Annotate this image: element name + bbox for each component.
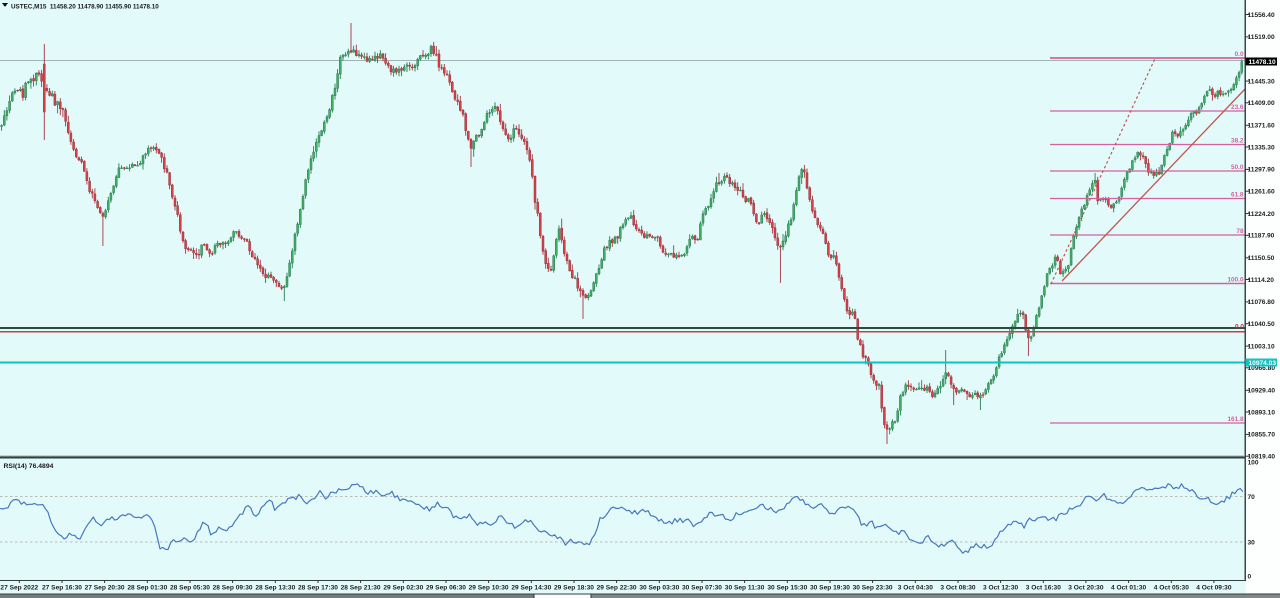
svg-text:100.0: 100.0 <box>1228 277 1244 284</box>
svg-text:27 Sep 16:30: 27 Sep 16:30 <box>42 585 82 592</box>
svg-text:11519.00: 11519.00 <box>1248 34 1275 41</box>
svg-text:10966.80: 10966.80 <box>1248 365 1276 372</box>
svg-text:11335.30: 11335.30 <box>1248 144 1275 151</box>
svg-text:10974.03: 10974.03 <box>1249 360 1277 367</box>
svg-text:161.8: 161.8 <box>1228 416 1244 423</box>
svg-text:28 Sep 01:30: 28 Sep 01:30 <box>127 585 167 592</box>
svg-text:0: 0 <box>1248 574 1252 581</box>
svg-text:28 Sep 09:30: 28 Sep 09:30 <box>213 585 253 592</box>
svg-text:11478.10: 11478.10 <box>1249 59 1276 66</box>
svg-text:10929.40: 10929.40 <box>1248 388 1276 395</box>
svg-text:29 Sep 14:30: 29 Sep 14:30 <box>511 585 551 592</box>
svg-text:4 Oct 09:30: 4 Oct 09:30 <box>1196 585 1232 592</box>
svg-text:29 Sep 10:30: 29 Sep 10:30 <box>469 585 509 592</box>
svg-text:11076.80: 11076.80 <box>1248 299 1275 306</box>
svg-text:10855.70: 10855.70 <box>1248 432 1276 439</box>
svg-text:3 Oct 20:30: 3 Oct 20:30 <box>1068 585 1104 592</box>
svg-text:28 Sep 05:30: 28 Sep 05:30 <box>170 585 210 592</box>
svg-text:29 Sep 18:30: 29 Sep 18:30 <box>554 585 594 592</box>
svg-text:11224.20: 11224.20 <box>1248 211 1275 218</box>
svg-text:23.6: 23.6 <box>1231 104 1244 111</box>
svg-text:29 Sep 06:30: 29 Sep 06:30 <box>426 585 466 592</box>
svg-text:11261.60: 11261.60 <box>1248 189 1275 196</box>
svg-text:30 Sep 03:30: 30 Sep 03:30 <box>639 585 679 592</box>
svg-text:USTEC,M15 11458.20 11478.90 1: USTEC,M15 11458.20 11478.90 11455.90 114… <box>11 4 159 11</box>
svg-text:28 Sep 17:30: 28 Sep 17:30 <box>298 585 338 592</box>
svg-text:RSI(14) 76.4894: RSI(14) 76.4894 <box>4 463 54 470</box>
svg-text:30 Sep 23:30: 30 Sep 23:30 <box>853 585 893 592</box>
svg-text:29 Sep 02:30: 29 Sep 02:30 <box>383 585 423 592</box>
svg-text:30 Sep 07:30: 30 Sep 07:30 <box>682 585 722 592</box>
svg-text:3 Oct 16:30: 3 Oct 16:30 <box>1026 585 1062 592</box>
svg-text:38.2: 38.2 <box>1231 138 1244 145</box>
svg-text:3 Oct 08:30: 3 Oct 08:30 <box>940 585 976 592</box>
svg-text:30 Sep 19:30: 30 Sep 19:30 <box>810 585 850 592</box>
svg-text:11114.20: 11114.20 <box>1248 277 1275 284</box>
svg-text:4 Oct 05:30: 4 Oct 05:30 <box>1154 585 1190 592</box>
svg-text:29 Sep 22:30: 29 Sep 22:30 <box>597 585 637 592</box>
svg-text:28 Sep 21:30: 28 Sep 21:30 <box>341 585 381 592</box>
svg-text:27 Sep 2022: 27 Sep 2022 <box>0 585 38 592</box>
svg-text:30 Sep 15:30: 30 Sep 15:30 <box>767 585 807 592</box>
svg-text:11187.90: 11187.90 <box>1248 233 1275 240</box>
svg-text:11445.30: 11445.30 <box>1248 78 1275 85</box>
svg-text:3 Oct 12:30: 3 Oct 12:30 <box>983 585 1019 592</box>
svg-text:27 Sep 20:30: 27 Sep 20:30 <box>85 585 125 592</box>
svg-text:70: 70 <box>1248 494 1256 501</box>
svg-text:11409.00: 11409.00 <box>1248 100 1275 107</box>
svg-text:78: 78 <box>1236 228 1244 235</box>
svg-text:11556.40: 11556.40 <box>1248 12 1275 19</box>
svg-text:11040.50: 11040.50 <box>1248 321 1275 328</box>
svg-text:11297.90: 11297.90 <box>1248 167 1275 174</box>
svg-text:10819.40: 10819.40 <box>1248 454 1276 461</box>
svg-text:28 Sep 13:30: 28 Sep 13:30 <box>255 585 295 592</box>
svg-text:30 Sep 11:30: 30 Sep 11:30 <box>725 585 765 592</box>
svg-text:0.0: 0.0 <box>1235 51 1244 58</box>
svg-text:4 Oct 01:30: 4 Oct 01:30 <box>1111 585 1147 592</box>
svg-text:11371.60: 11371.60 <box>1248 123 1275 130</box>
svg-text:3 Oct 04:30: 3 Oct 04:30 <box>898 585 934 592</box>
svg-text:11003.10: 11003.10 <box>1248 343 1275 350</box>
svg-text:100: 100 <box>1248 460 1259 467</box>
svg-text:50.0: 50.0 <box>1231 164 1244 171</box>
svg-text:61.8: 61.8 <box>1231 192 1244 199</box>
svg-text:30: 30 <box>1248 540 1256 547</box>
svg-text:11150.50: 11150.50 <box>1248 255 1275 262</box>
svg-text:10893.10: 10893.10 <box>1248 409 1276 416</box>
svg-text:0.0: 0.0 <box>1235 324 1244 331</box>
